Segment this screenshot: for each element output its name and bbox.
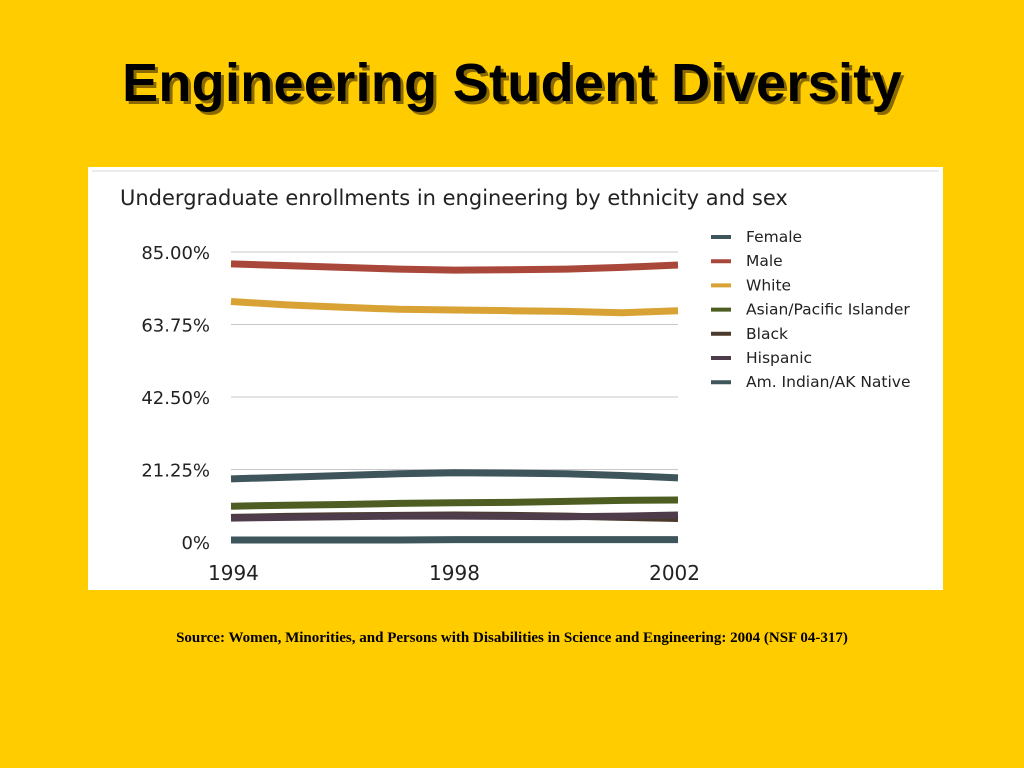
y-axis-ticks: 0% 21.25% 42.50% 63.75% 85.00%	[141, 243, 210, 554]
slide-title: Engineering Student Diversity	[122, 53, 902, 113]
legend: Female Male White Asian/Pacific Islander Bla…	[711, 228, 911, 391]
series-line-white	[230, 298, 679, 317]
legend-label: Black	[746, 325, 788, 343]
chart-title: Undergraduate enrollments in engineering…	[120, 186, 788, 210]
legend-label: Asian/Pacific Islander	[746, 301, 910, 319]
series-lines	[230, 260, 679, 544]
x-tick-label: 1994	[208, 561, 259, 585]
enrollment-line-chart: Undergraduate enrollments in engineering…	[92, 170, 939, 585]
y-tick-label: 0%	[181, 533, 210, 554]
gridlines	[231, 251, 678, 470]
legend-label: Female	[746, 228, 802, 246]
x-tick-label: 2002	[649, 561, 700, 585]
legend-label: Am. Indian/AK Native	[746, 373, 911, 391]
source-citation: Source: Women, Minorities, and Persons w…	[176, 630, 848, 646]
series-line-hispanic	[230, 511, 679, 522]
y-tick-label: 85.00%	[141, 243, 210, 264]
legend-label: White	[746, 276, 791, 294]
series-line-asian-pacific-islander	[230, 496, 679, 510]
series-line-female	[230, 469, 679, 483]
y-tick-label: 21.25%	[141, 461, 210, 482]
legend-label: Hispanic	[746, 349, 812, 367]
x-axis-ticks: 1994 1998 2002	[208, 561, 700, 585]
y-tick-label: 42.50%	[141, 388, 210, 409]
y-tick-label: 63.75%	[141, 316, 210, 337]
legend-label: Male	[746, 252, 783, 270]
x-tick-label: 1998	[429, 561, 480, 585]
chart-panel: Undergraduate enrollments in engineering…	[88, 167, 943, 590]
series-line-male	[230, 260, 679, 274]
